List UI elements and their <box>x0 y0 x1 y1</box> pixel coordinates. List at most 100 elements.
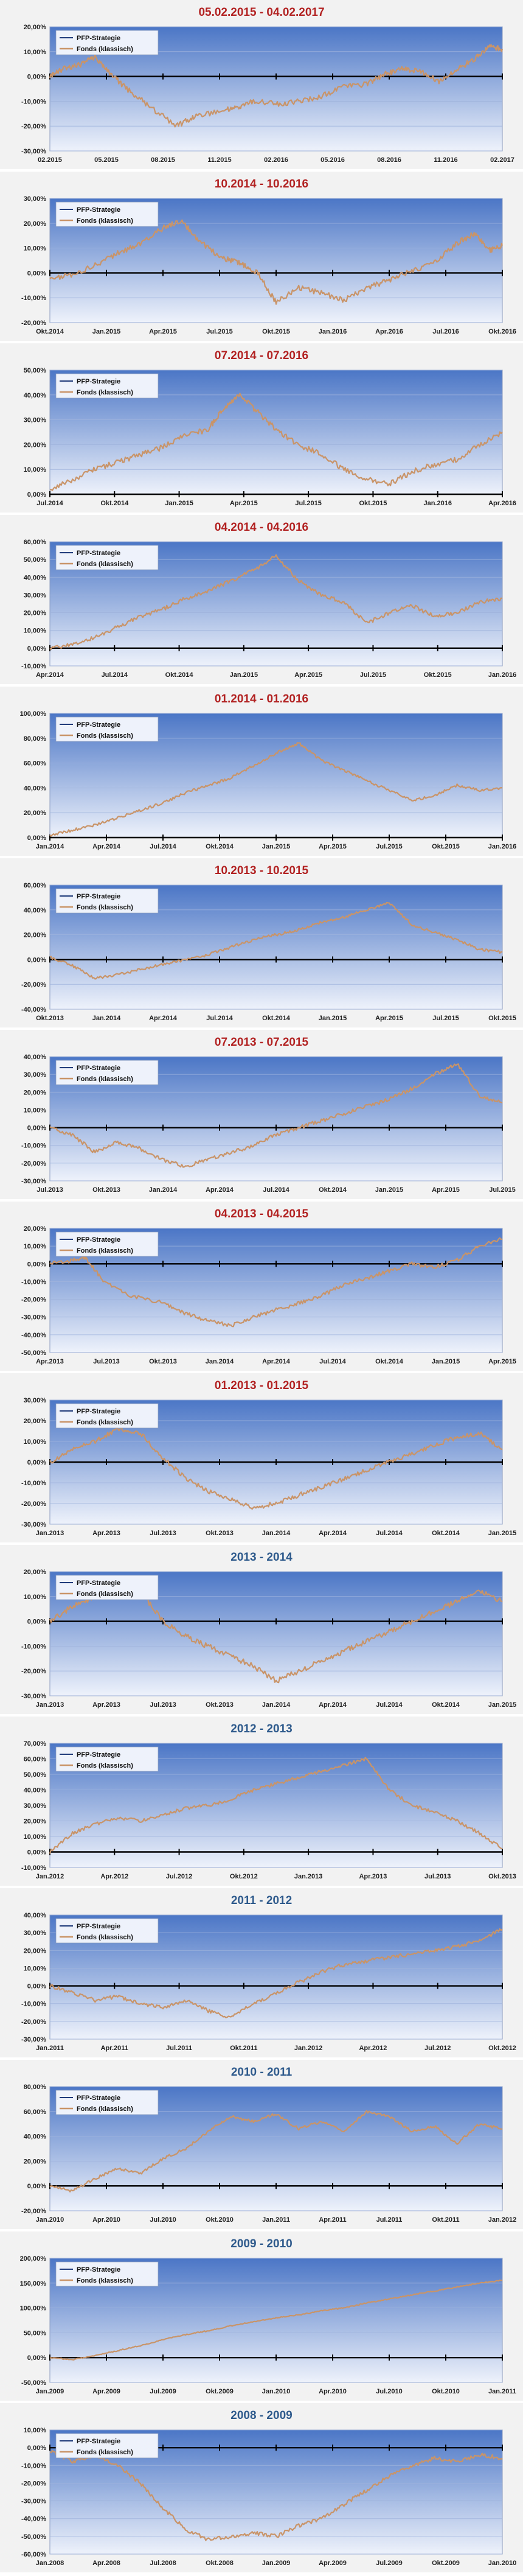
legend-box <box>55 1746 159 1772</box>
y-tick-label: 30,00% <box>24 1071 47 1079</box>
x-tick-label: Jul.2013 <box>36 1186 63 1194</box>
x-tick-label: Apr.2014 <box>319 1530 347 1537</box>
y-tick-label: 0,00% <box>27 1261 46 1268</box>
x-tick-label: Jul.2012 <box>166 1873 192 1880</box>
x-tick-label: Okt.2014 <box>206 843 234 850</box>
x-tick-label: Okt.2009 <box>206 2388 234 2395</box>
x-tick-label: Jan.2010 <box>488 2560 516 2567</box>
x-tick-label: Jul.2011 <box>376 2216 403 2224</box>
series-line-fund <box>49 742 503 837</box>
legend-box <box>55 1231 159 1257</box>
x-tick-label: Apr.2013 <box>92 1530 120 1537</box>
x-tick-label: Apr.2014 <box>262 1358 291 1365</box>
y-tick-label: 0,00% <box>27 270 46 277</box>
y-tick-label: 40,00% <box>24 785 47 792</box>
y-tick-label: 20,00% <box>24 220 47 228</box>
chart-title: 2013 - 2014 <box>230 1551 293 1564</box>
x-tick-label: Jul.2014 <box>206 1015 233 1022</box>
x-tick-label: Okt.2010 <box>432 2388 460 2395</box>
x-tick-label: Okt.2008 <box>206 2560 234 2567</box>
chart-svg: 04.2014 - 04.2016 60,00% 50,00% 40,00% 30,00… <box>21 521 516 679</box>
x-tick-label: Jul.2010 <box>376 2388 402 2395</box>
x-tick-label: Apr.2016 <box>488 500 516 507</box>
x-tick-label: Apr.2015 <box>488 1358 516 1365</box>
x-tick-label: Apr.2013 <box>36 1358 64 1365</box>
y-tick-label: 20,00% <box>24 1818 47 1825</box>
y-tick-label: 60,00% <box>24 2109 47 2116</box>
legend-box <box>55 716 159 742</box>
legend-label-fund: Fonds (klassisch) <box>77 732 133 740</box>
y-tick-label: 10,00% <box>24 1243 47 1250</box>
y-tick-label: 20,00% <box>24 932 47 939</box>
x-tick-label: Jul.2013 <box>424 1873 451 1880</box>
y-tick-label: 40,00% <box>24 907 47 914</box>
chart-svg: 01.2014 - 01.2016 100,00% 80,00% 60,00% 40,0… <box>20 693 517 850</box>
y-tick-label: 0,00% <box>27 835 46 842</box>
chart-svg: 2010 - 2011 80,00% 60,00% 40,00% 20,00% 0,00%… <box>21 2066 516 2224</box>
y-tick-label: 70,00% <box>24 1740 47 1748</box>
series-line-fund <box>49 1063 503 1168</box>
y-tick-label: 60,00% <box>24 760 47 768</box>
legend-label-strategy: PFP-Strategie <box>77 206 120 214</box>
y-tick-label: 30,00% <box>24 1802 47 1810</box>
x-tick-label: 02.2016 <box>264 156 288 164</box>
y-tick-label: -10,00% <box>21 98 46 105</box>
x-tick-label: Jul.2010 <box>150 2216 176 2224</box>
x-tick-label: Jul.2015 <box>295 500 321 507</box>
chart-panel-2: 07.2014 - 07.2016 50,00% 40,00% 30,00% 20,00… <box>0 343 523 515</box>
legend-label-fund: Fonds (klassisch) <box>77 217 133 225</box>
series-line-fund <box>49 2110 503 2193</box>
x-tick-label: Okt.2014 <box>432 1701 460 1709</box>
y-tick-label: 0,00% <box>27 2445 46 2452</box>
legend-box <box>55 1060 159 1085</box>
legend-label-strategy: PFP-Strategie <box>77 1236 120 1244</box>
chart-title: 2008 - 2009 <box>230 2409 292 2422</box>
y-tick-label: -20,00% <box>21 1297 46 1304</box>
x-tick-label: Jan.2015 <box>319 1015 347 1022</box>
y-tick-label: 40,00% <box>24 2133 47 2141</box>
series-line-fund <box>49 1237 503 1328</box>
chart-svg: 2013 - 2014 20,00% 10,00% 0,00% -10,00% -20,0… <box>21 1551 516 1709</box>
y-tick-label: -20,00% <box>21 1668 46 1675</box>
x-tick-label: Okt.2013 <box>206 1530 234 1537</box>
y-tick-label: -20,00% <box>21 320 46 327</box>
chart-panel-11: 2011 - 2012 40,00% 30,00% 20,00% 10,00% 0,00%… <box>0 1888 523 2060</box>
x-tick-label: Jan.2015 <box>92 328 120 335</box>
y-tick-label: -50,00% <box>21 2379 46 2387</box>
y-tick-label: 50,00% <box>24 367 47 374</box>
y-tick-label: 100,00% <box>20 710 47 718</box>
x-tick-label: Jan.2013 <box>36 1701 64 1709</box>
x-tick-label: Jul.2008 <box>150 2560 176 2567</box>
y-tick-label: 20,00% <box>24 24 47 31</box>
x-tick-label: Jan.2015 <box>165 500 193 507</box>
x-tick-label: Jan.2009 <box>262 2560 290 2567</box>
x-tick-label: Apr.2011 <box>319 2216 346 2224</box>
y-tick-label: -10,00% <box>21 2001 46 2008</box>
y-tick-label: 20,00% <box>24 1418 47 1425</box>
x-tick-label: Jan.2015 <box>375 1186 403 1194</box>
legend-label-fund: Fonds (klassisch) <box>77 1419 133 1426</box>
x-tick-label: Apr.2014 <box>92 843 121 850</box>
x-tick-label: Jul.2009 <box>376 2560 402 2567</box>
series-line-fund <box>49 554 503 650</box>
y-tick-label: 40,00% <box>24 1054 47 1061</box>
x-tick-label: Jul.2014 <box>319 1358 346 1365</box>
x-tick-label: Okt.2016 <box>488 328 516 335</box>
x-tick-label: Okt.2015 <box>424 671 452 679</box>
chart-title: 2012 - 2013 <box>230 1723 292 1735</box>
y-tick-label: -50,00% <box>21 1349 46 1357</box>
y-tick-label: 0,00% <box>27 1125 46 1132</box>
x-tick-label: Jan.2011 <box>36 2045 64 2052</box>
y-tick-label: 10,00% <box>24 628 47 635</box>
x-tick-label: Okt.2014 <box>165 671 194 679</box>
x-tick-label: Okt.2015 <box>262 328 290 335</box>
x-tick-label: Okt.2011 <box>230 2045 257 2052</box>
x-tick-label: Jan.2014 <box>262 1701 291 1709</box>
x-tick-label: Jan.2014 <box>149 1186 178 1194</box>
legend-label-fund: Fonds (klassisch) <box>77 389 133 396</box>
chart-title: 04.2014 - 04.2016 <box>215 521 308 534</box>
series-line-fund <box>49 219 504 305</box>
y-tick-label: 10,00% <box>24 1833 47 1841</box>
x-tick-label: Okt.2013 <box>206 1701 234 1709</box>
y-tick-label: 20,00% <box>24 1947 47 1955</box>
